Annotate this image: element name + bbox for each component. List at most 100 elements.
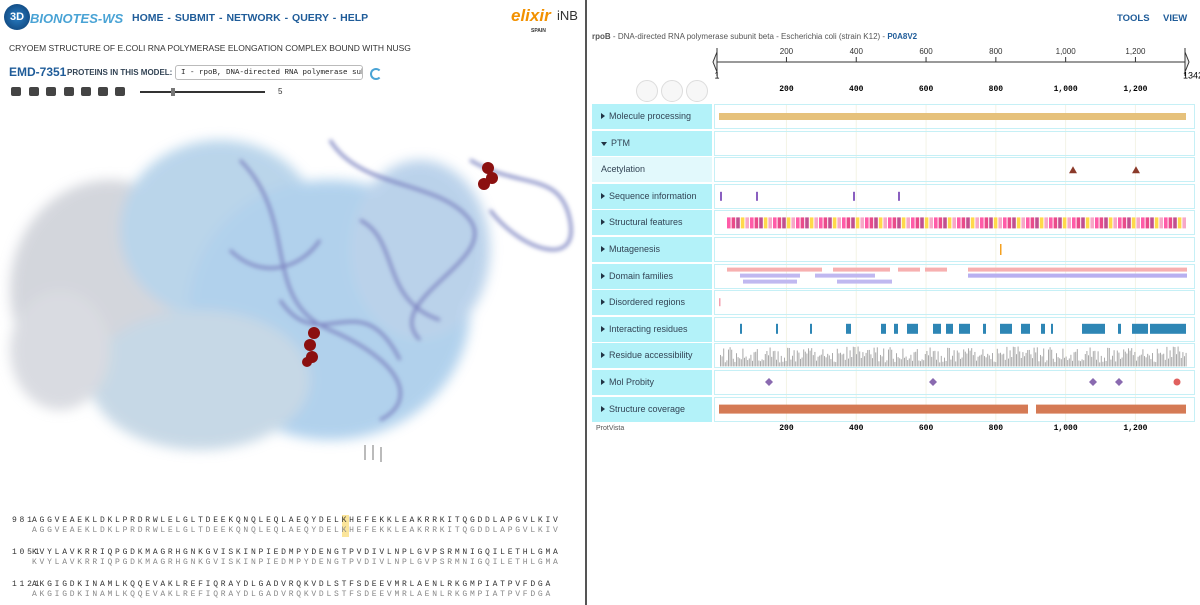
accessibility-bar — [1163, 353, 1165, 367]
tick-label: 1,200 — [1123, 424, 1147, 433]
accessibility-bar — [731, 349, 733, 367]
feature — [719, 113, 1186, 120]
track-label[interactable]: Molecule processing — [592, 104, 712, 129]
structural-feature — [1127, 217, 1131, 229]
sequence[interactable]: AKGIGDKINAMLKQQEVAKLREFIQRAYDLGADVRQKVDL… — [32, 580, 554, 589]
nav-item[interactable]: HELP — [340, 12, 369, 24]
track-label[interactable]: Acetylation — [592, 157, 712, 183]
structural-feature — [842, 217, 846, 229]
feature — [719, 298, 721, 307]
download-button[interactable] — [636, 80, 658, 102]
description: DNA-directed RNA polymerase subunit beta — [617, 32, 774, 41]
tool-icon[interactable] — [29, 87, 39, 96]
accessibility-bar — [812, 355, 814, 367]
structural-feature — [888, 217, 892, 229]
accessibility-bar — [840, 352, 841, 367]
interaction — [983, 323, 986, 334]
accessibility-bar — [817, 356, 819, 367]
structural-feature — [980, 217, 984, 229]
accessibility-bar — [827, 353, 829, 367]
seq-start: 981 — [12, 516, 35, 525]
structural-feature — [915, 217, 920, 229]
interaction — [1021, 323, 1030, 334]
reset-button[interactable] — [661, 80, 683, 102]
track-label[interactable]: PTM — [592, 130, 712, 156]
structural-feature — [809, 217, 814, 229]
track-label[interactable]: Mutagenesis — [592, 237, 712, 262]
structural-feature — [966, 217, 970, 229]
tool-icon[interactable] — [11, 87, 21, 96]
sep: - — [219, 12, 223, 24]
accessibility-bar — [905, 356, 907, 367]
tool-icon[interactable] — [115, 87, 125, 96]
track-label[interactable]: Domain families — [592, 263, 712, 289]
accessibility-bar — [1160, 352, 1161, 367]
accessibility-bar — [1019, 351, 1021, 367]
divider[interactable] — [585, 0, 587, 605]
structural-feature — [1182, 217, 1186, 229]
tool-icon[interactable] — [46, 87, 56, 96]
track-label[interactable]: Mol Probity — [592, 370, 712, 395]
accessibility-bar — [923, 360, 925, 367]
organism: Escherichia coli (strain K12) — [781, 32, 881, 41]
accessibility-bar — [1057, 357, 1059, 367]
tick-label: 1,000 — [1054, 85, 1078, 94]
domain — [815, 273, 875, 278]
protein-select[interactable]: I - rpoB, DNA-directed RNA polymerase su… — [175, 65, 363, 80]
zoom-button[interactable] — [686, 80, 708, 102]
structural-feature — [1007, 217, 1012, 229]
nav-item[interactable]: QUERY — [292, 12, 329, 24]
nav-item[interactable]: NETWORK — [226, 12, 281, 24]
tick-label: 400 — [849, 85, 864, 94]
accession[interactable]: P0A8V2 — [887, 32, 918, 41]
accessibility-bar — [745, 356, 747, 367]
interaction — [907, 323, 918, 334]
accessibility-bar — [1004, 359, 1006, 367]
accessibility-bar — [1108, 347, 1110, 367]
accessibility-bar — [937, 351, 939, 367]
accessibility-bar — [984, 356, 985, 367]
accessibility-bar — [993, 361, 995, 367]
accessibility-bar — [896, 353, 897, 367]
track-label[interactable]: Interacting residues — [592, 316, 712, 342]
track-label[interactable]: Structure coverage — [592, 396, 712, 422]
nav-item[interactable]: HOME — [132, 12, 164, 24]
accessibility-bar — [824, 356, 825, 367]
accessibility-bar — [1121, 357, 1123, 367]
track-label[interactable]: Structural features — [592, 210, 712, 236]
track-area — [714, 183, 1195, 209]
tool-icon[interactable] — [64, 87, 74, 96]
interaction — [946, 323, 953, 334]
track-label[interactable]: Sequence information — [592, 183, 712, 209]
slider[interactable] — [140, 91, 265, 93]
accessibility-bar — [1124, 351, 1126, 367]
accessibility-bar — [1142, 349, 1144, 367]
accessibility-bar — [806, 353, 808, 367]
menu-item[interactable]: TOOLS — [1117, 13, 1150, 24]
ptm-site — [1069, 166, 1077, 174]
accessibility-bar — [1166, 346, 1168, 367]
slider-thumb[interactable] — [171, 88, 175, 96]
sequence[interactable]: KVYLAVKRRIQPGDKMAGRHGNKGVISKINPIEDMPYDEN… — [32, 548, 561, 557]
logo-icon[interactable]: 3D — [4, 4, 30, 30]
slider-value: 5 — [278, 87, 283, 96]
logo[interactable]: BIONOTES-WS — [30, 11, 124, 26]
nav-item[interactable]: SUBMIT — [174, 12, 216, 24]
track-label[interactable]: Residue accessibility — [592, 343, 712, 369]
tool-icon[interactable] — [81, 87, 91, 96]
accessibility-bar — [748, 358, 750, 367]
accessibility-bar — [992, 353, 993, 367]
accessibility-bar — [841, 354, 843, 367]
sequence[interactable]: AGGVEAEKLDKLPRDRWLELGLTDEEKQNQLEQLAEQYDE… — [32, 516, 561, 525]
tool-icon[interactable] — [98, 87, 108, 96]
accessibility-bar — [865, 352, 867, 367]
accessibility-bar — [1043, 348, 1045, 367]
molecule-viewer[interactable] — [0, 100, 585, 470]
accessibility-bar — [1009, 350, 1011, 367]
track-label[interactable]: Disordered regions — [592, 290, 712, 316]
accessibility-bar — [944, 357, 945, 367]
accessibility-bar — [1038, 361, 1040, 367]
molprobity-site — [1089, 378, 1097, 386]
menu-item[interactable]: VIEW — [1163, 13, 1188, 24]
accessibility-bar — [1003, 353, 1005, 367]
